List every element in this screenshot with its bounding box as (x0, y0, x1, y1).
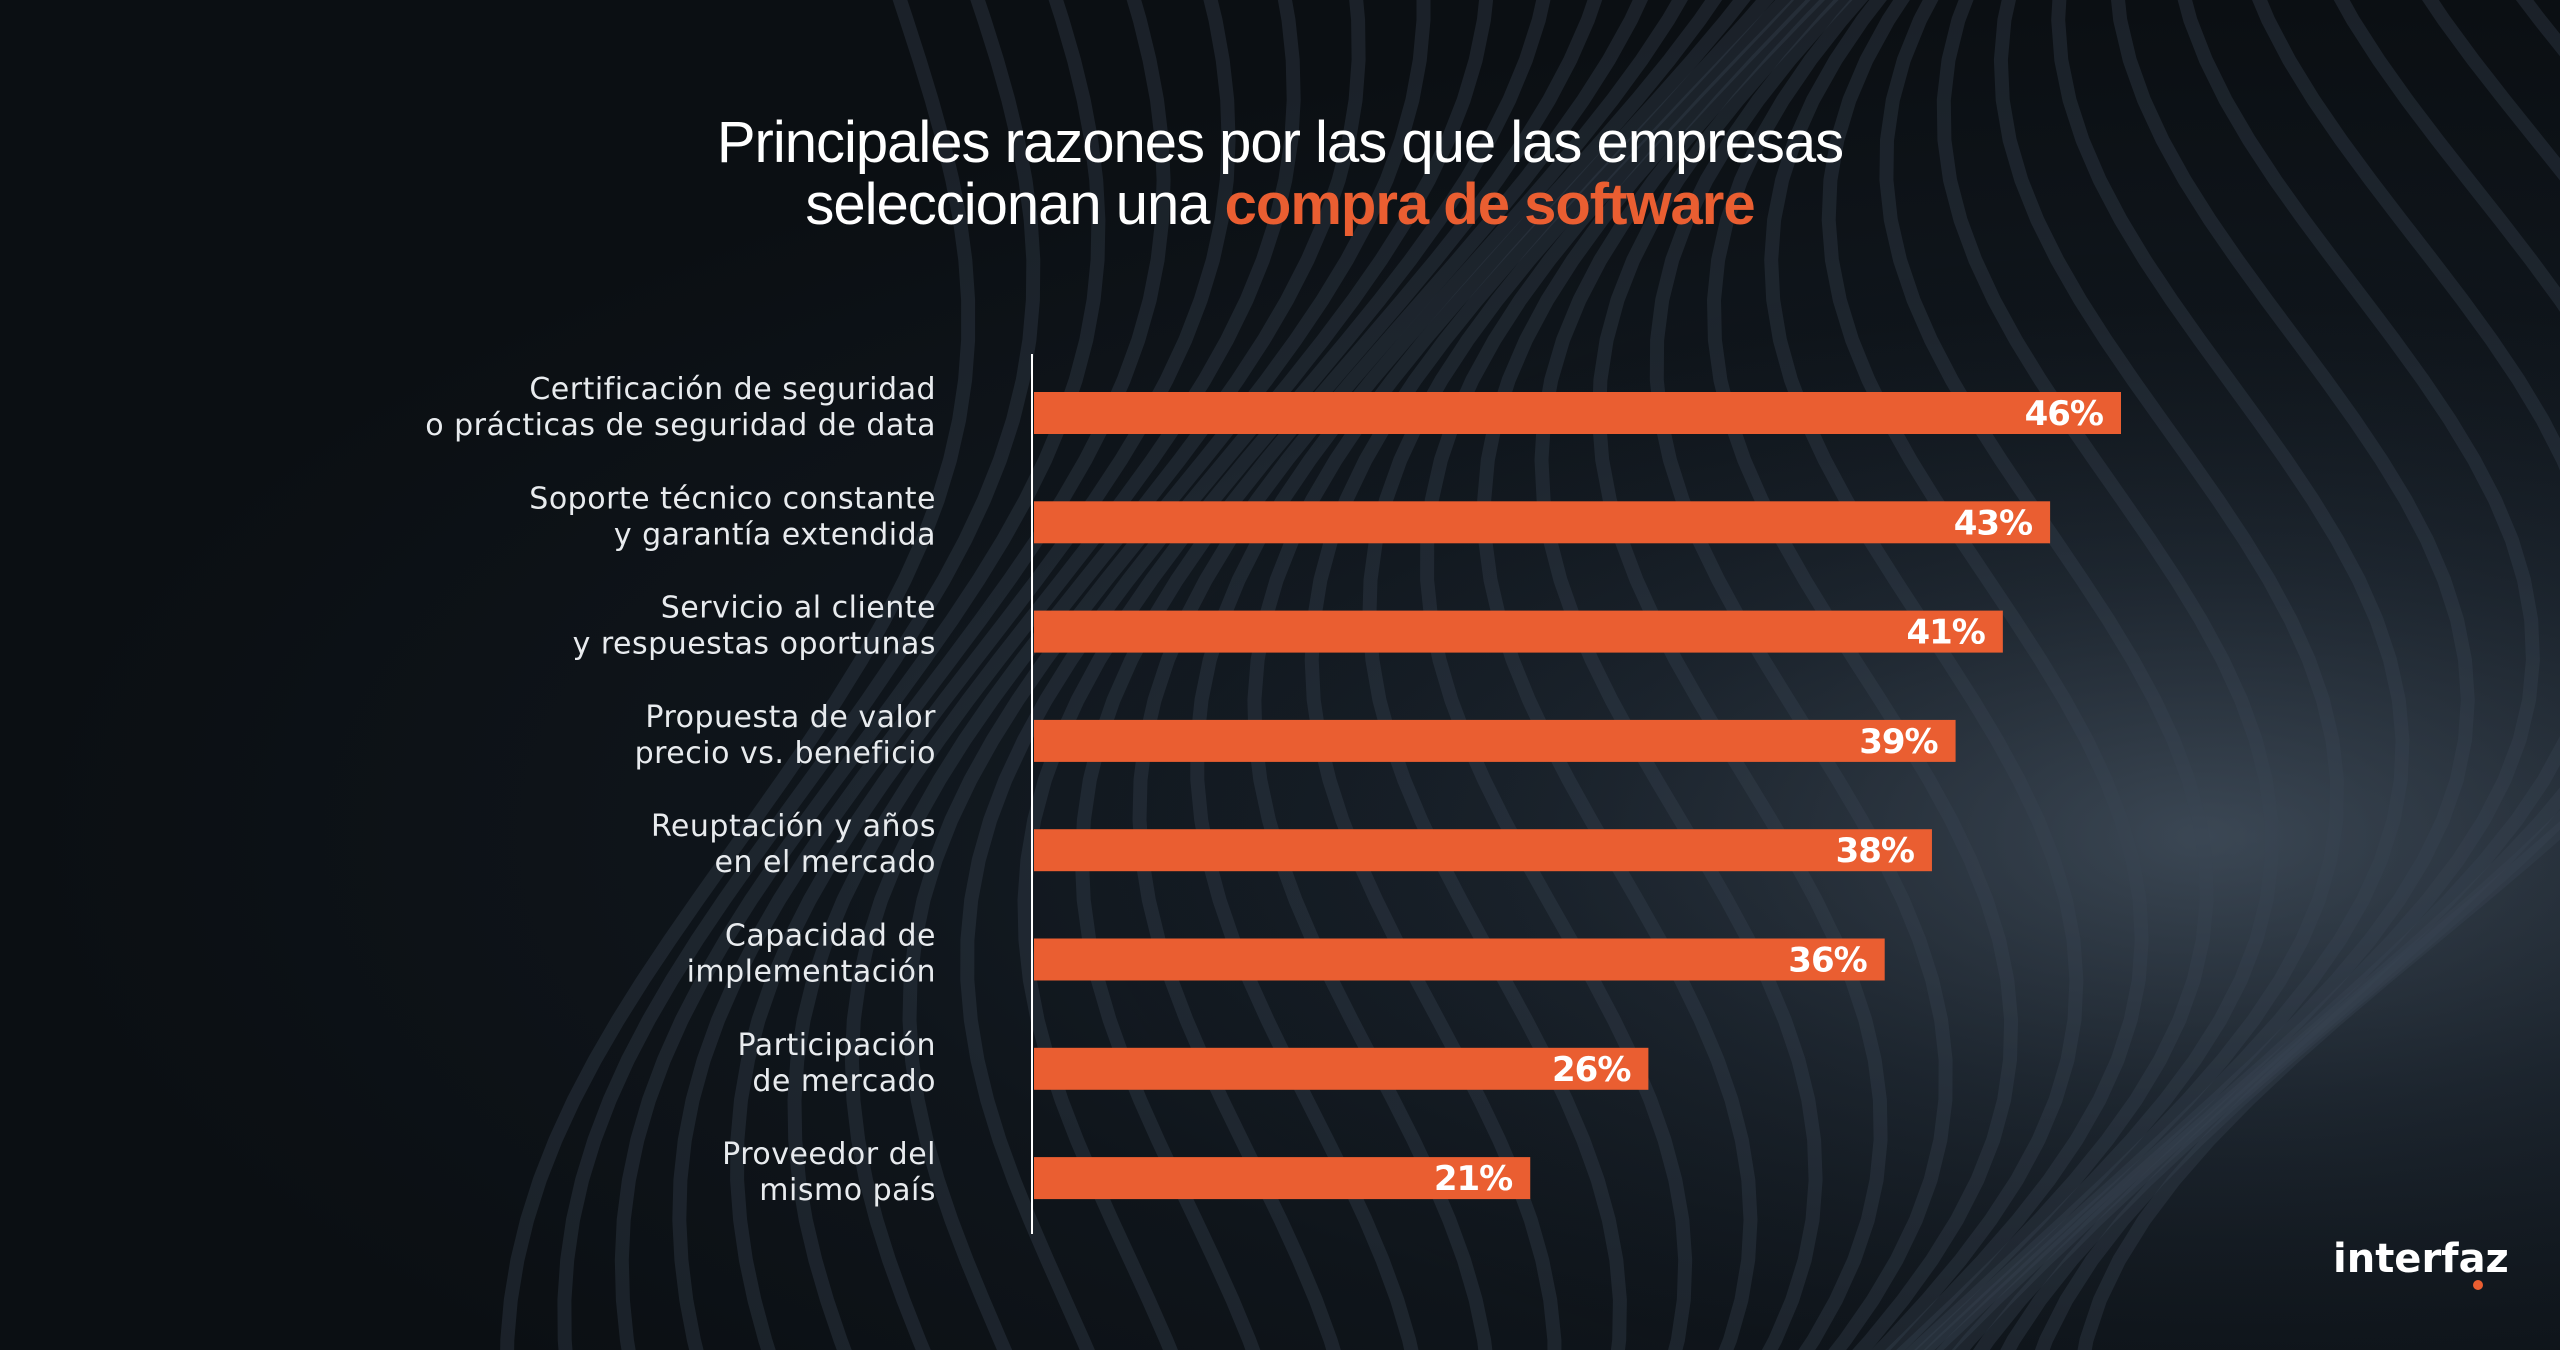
category-label: Certificación de seguridad (529, 372, 936, 407)
title-highlight: compra de software (1224, 172, 1756, 237)
bar (1034, 938, 1885, 981)
wave-line (1706, 0, 2019, 1350)
wave-line (2034, 0, 2560, 1350)
category-label: Capacidad de (725, 919, 936, 954)
wave-line (614, 0, 1106, 1350)
category-label: Participación (737, 1028, 936, 1063)
bar-value-label: 39% (1859, 722, 1937, 762)
bar-value-label: 21% (1434, 1159, 1512, 1199)
bar (1034, 719, 1956, 762)
bar-value-label: 43% (1954, 503, 2032, 543)
category-label: en el mercado (715, 845, 936, 880)
wave-line (1420, 0, 1795, 1350)
wave-line (730, 0, 1236, 1350)
wave-line (500, 0, 976, 1350)
wave-line (1534, 0, 1826, 1350)
brand-logo-dot (2473, 1280, 2483, 1290)
wave-line (1879, 0, 2214, 1350)
brand-logo: interfaz (2333, 1236, 2509, 1282)
wave-line (960, 0, 1494, 1350)
page-title: Principales razones por las que las empr… (0, 112, 2560, 236)
wave-line (1914, 0, 2345, 1350)
category-label: o prácticas de seguridad de data (425, 408, 936, 443)
wave-line (557, 0, 1041, 1350)
wave-line (1304, 0, 1751, 1350)
bar (1034, 392, 2121, 434)
category-label: Soporte técnico constante (529, 481, 936, 516)
bar (1034, 829, 1932, 872)
bar (1034, 610, 2003, 653)
bar-value-label: 46% (2025, 394, 2103, 434)
wave-line (787, 0, 1301, 1350)
category-label: Servicio al cliente (661, 591, 936, 626)
bar (1034, 1047, 1649, 1090)
category-label: y garantía extendida (614, 517, 936, 552)
wave-line (1017, 0, 1551, 1350)
wave-line (1821, 0, 2149, 1350)
wave-line (1362, 0, 1775, 1350)
category-label: implementación (687, 955, 936, 990)
wave-line (2077, 0, 2560, 1350)
title-line-1: Principales razones por las que las empr… (716, 110, 1844, 175)
category-label: mismo país (759, 1173, 936, 1208)
wave-line (844, 0, 1366, 1350)
wave-line (672, 0, 1171, 1350)
category-label: de mercado (752, 1064, 936, 1099)
category-label: Reuptación y años (651, 809, 936, 844)
wave-line (1764, 0, 2084, 1350)
bar-value-label: 41% (1906, 613, 1984, 653)
bar-value-label: 26% (1552, 1050, 1630, 1090)
category-label: Proveedor del (722, 1137, 936, 1172)
category-label: precio vs. beneficio (635, 736, 936, 771)
wave-line (1074, 0, 1603, 1350)
wave-line (1935, 0, 2475, 1350)
wave-line (1951, 0, 2540, 1350)
wave-line (2000, 0, 2560, 1350)
wave-line (1477, 0, 1811, 1350)
wave-line (1649, 0, 1953, 1350)
title-line-2: seleccionan una compra de software (0, 174, 2560, 236)
bar-value-label: 38% (1836, 831, 1914, 871)
wave-line (902, 0, 1431, 1350)
bar-value-label: 36% (1788, 941, 1866, 981)
category-label: y respuestas oportunas (573, 627, 936, 662)
wave-line (1972, 0, 2560, 1350)
wave-line (1591, 0, 1888, 1350)
title-line-2-prefix: seleccionan una (805, 172, 1225, 237)
category-label: Propuesta de valor (645, 700, 936, 735)
wave-line (1247, 0, 1723, 1350)
wave-line (1905, 0, 2279, 1350)
bar (1034, 1157, 1531, 1200)
wave-line (1190, 0, 1688, 1350)
bar (1034, 501, 2051, 544)
wave-line (1923, 0, 2410, 1350)
wave-line (1132, 0, 1649, 1350)
